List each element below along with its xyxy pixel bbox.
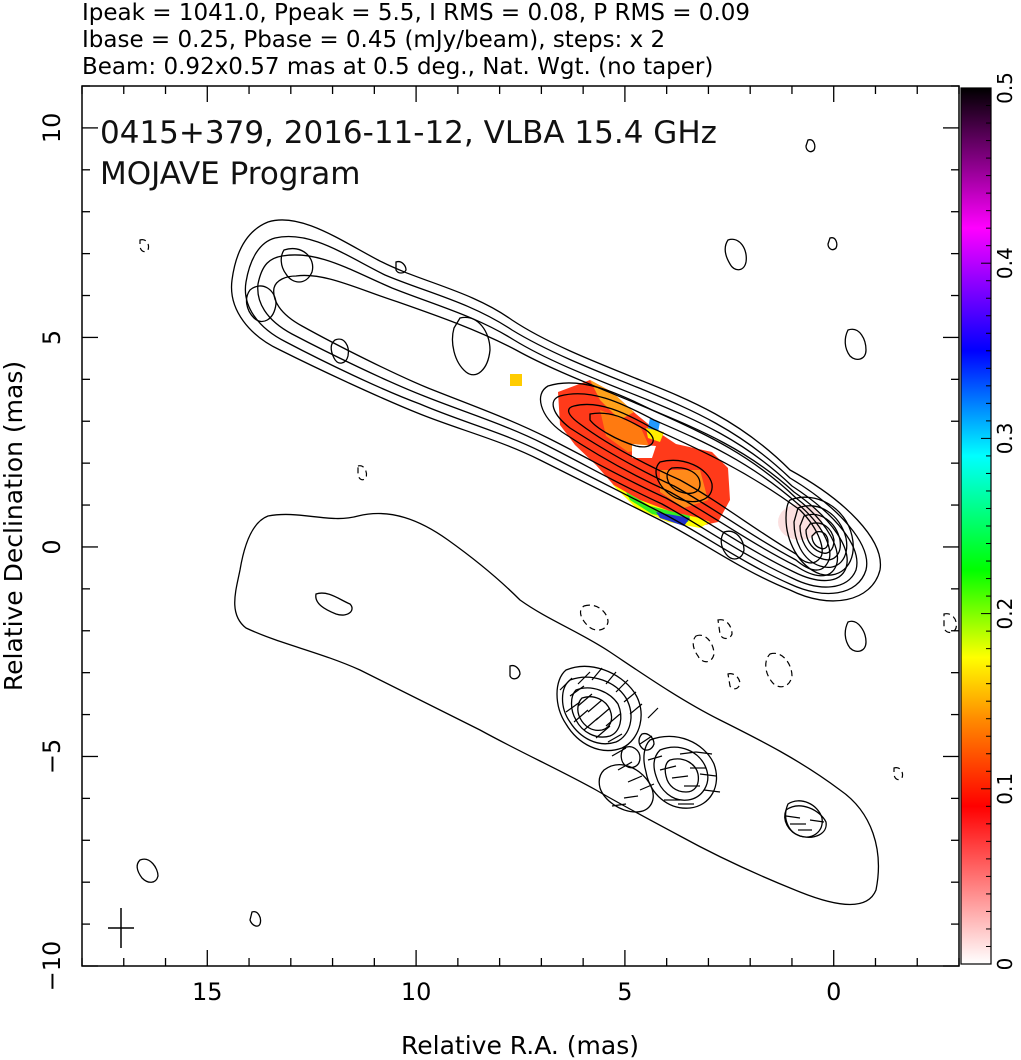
axis-ticks: 15 10 5 0 −10 −5 0 5 10 [38, 85, 960, 1006]
y-tick-label: 5 [38, 330, 66, 345]
plot-frame [81, 85, 960, 967]
header-line-1: Ipeak = 1041.0, Ppeak = 5.5, I RMS = 0.0… [82, 0, 750, 26]
stokes-i-contours [136, 139, 882, 927]
colorbar-tick-label: 0.4 [993, 247, 1017, 279]
map-content [108, 139, 957, 948]
y-tick-label: 0 [38, 539, 66, 554]
y-tick-label: 10 [38, 113, 66, 144]
colorbar-tick-label: 0.3 [993, 422, 1017, 454]
x-tick-label: 0 [826, 978, 841, 1006]
header-line-3: Beam: 0.92x0.57 mas at 0.5 deg., Nat. Wg… [82, 54, 713, 80]
colorbar-tick-label: 0.5 [993, 72, 1017, 104]
evpa-vectors [559, 667, 825, 831]
header-line-2: Ibase = 0.25, Pbase = 0.45 (mJy/beam), s… [82, 27, 665, 53]
y-tick-label: −5 [38, 739, 66, 774]
y-axis-title: Relative Declination (mas) [0, 361, 28, 691]
x-tick-label: 15 [192, 978, 223, 1006]
y-tick-label: −10 [38, 941, 66, 992]
colorbar-tick-label: 0 [993, 958, 1017, 971]
colorbar-ticks: 0 0.1 0.2 0.3 0.4 0.5 [981, 72, 1017, 970]
beam-marker [108, 908, 134, 948]
negative-contours [139, 239, 957, 781]
x-axis-title: Relative R.A. (mas) [401, 1031, 639, 1060]
map-subtitle: MOJAVE Program [100, 156, 360, 192]
x-tick-label: 10 [401, 978, 432, 1006]
polarized-intensity-contours [234, 512, 880, 906]
colorbar-tick-label: 0.1 [993, 773, 1017, 805]
colorbar-tick-label: 0.2 [993, 598, 1017, 630]
x-tick-label: 5 [617, 978, 632, 1006]
map-title: 0415+379, 2016-11-12, VLBA 15.4 GHz [100, 115, 717, 151]
